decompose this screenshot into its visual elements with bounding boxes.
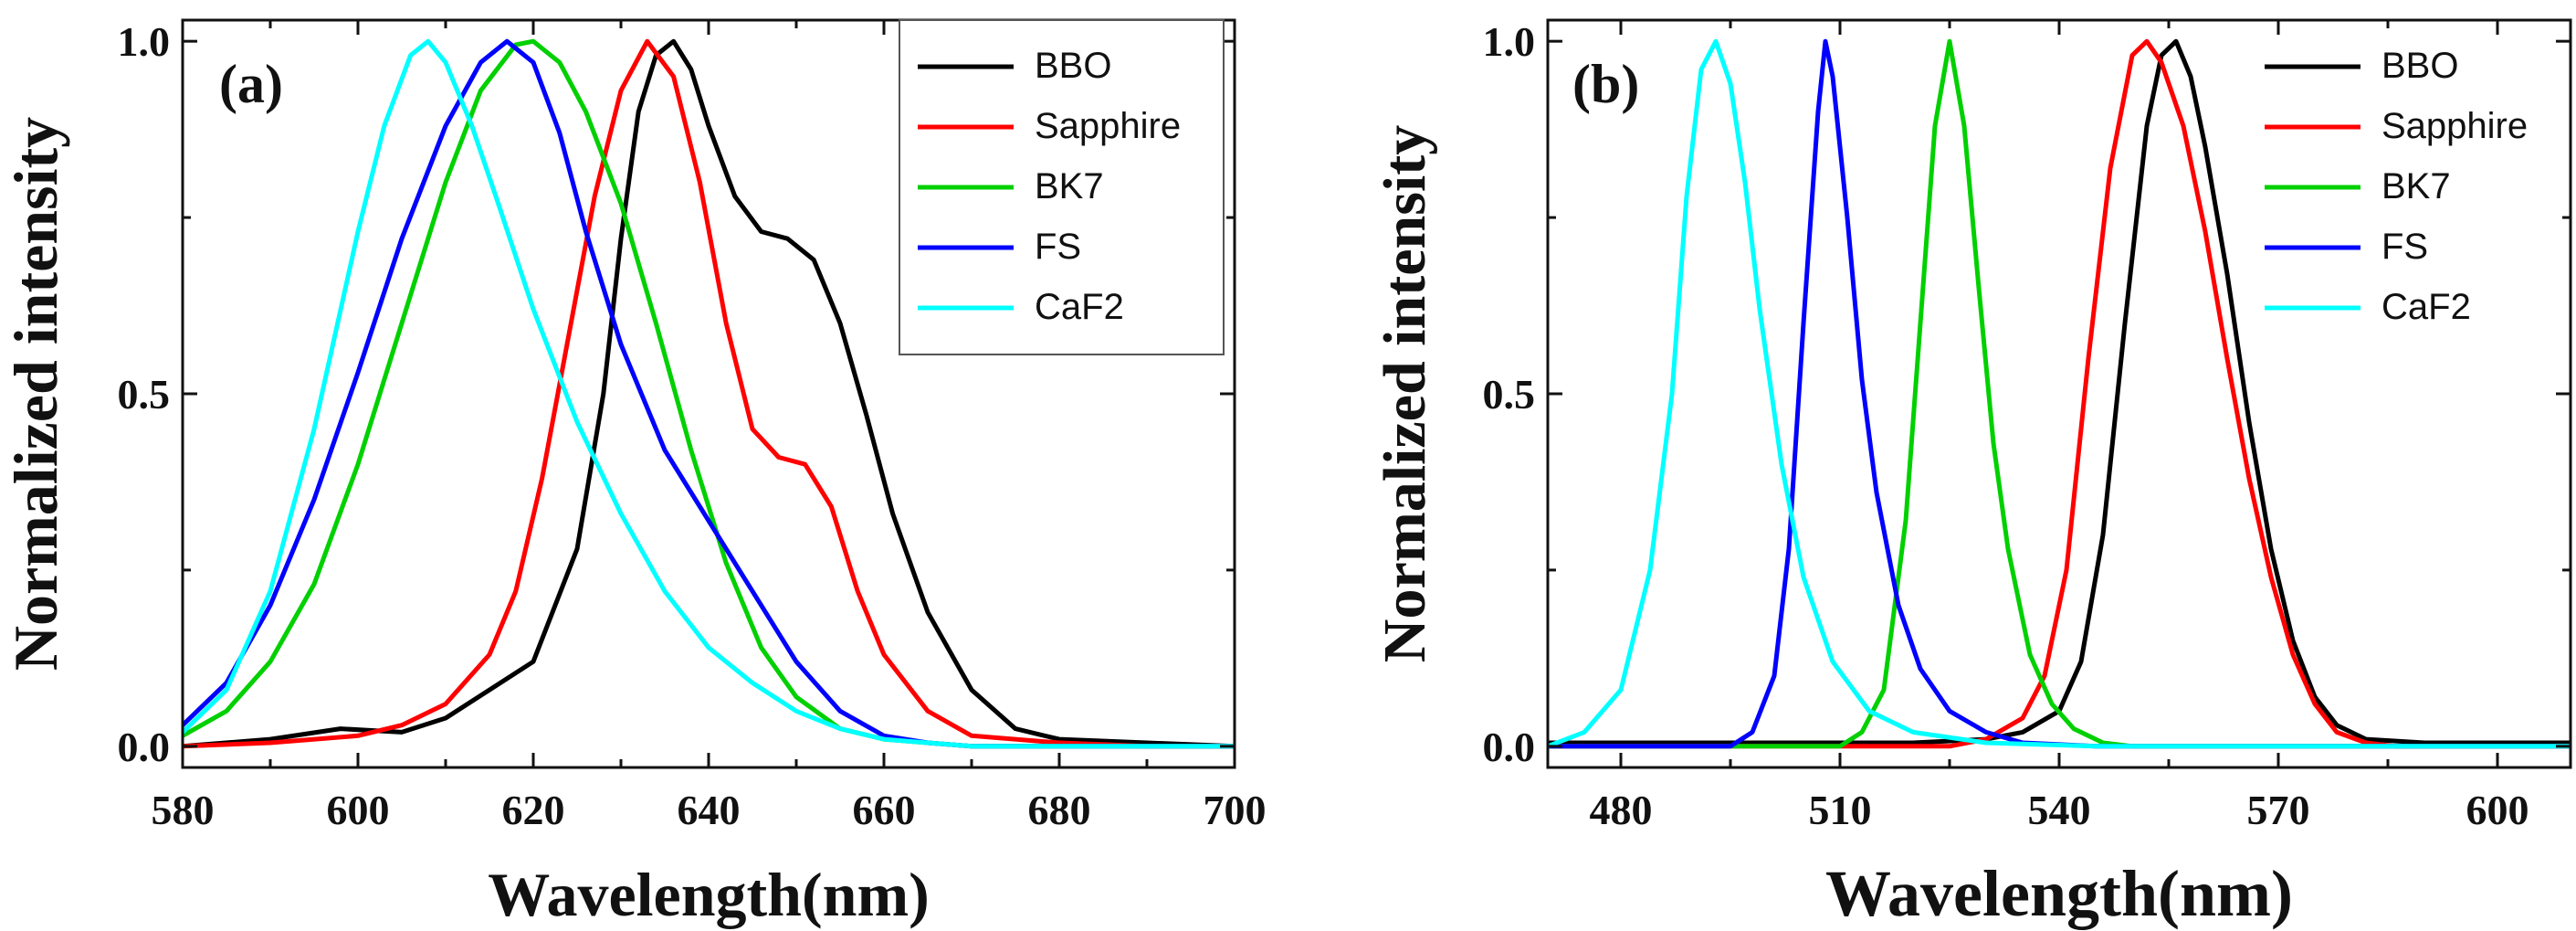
x-tick-label: 700 <box>1204 787 1267 833</box>
x-axis-title: Wavelength(nm) <box>488 860 930 929</box>
series-line-bk7 <box>1548 38 2571 749</box>
x-tick-label: 640 <box>678 787 741 833</box>
panel-b-chart: 480 510 540 570 600 0.0 0.5 1.0 Wavelength(nm) No… <box>1372 18 2572 930</box>
y-axis-title: Normalized intensity <box>1 117 70 671</box>
series-line-fs <box>1548 38 2571 749</box>
x-tick-label: 480 <box>1590 787 1653 833</box>
legend-label-bbo: BBO <box>2381 46 2458 86</box>
y-axis-title: Normalized intensity <box>1372 125 1438 662</box>
x-tick-label: 580 <box>152 787 215 833</box>
x-tick-label: 510 <box>1809 787 1872 833</box>
legend-label-caf2: CaF2 <box>2381 287 2471 327</box>
series-line-caf2 <box>1548 38 2571 749</box>
legend: BBO Sapphire BK7 FS CaF2 <box>899 19 1225 355</box>
legend-label-fs: FS <box>1035 227 1081 267</box>
x-tick-label: 680 <box>1028 787 1091 833</box>
legend-label-caf2: CaF2 <box>1035 287 1124 327</box>
legend-label-bk7: BK7 <box>1035 166 1104 206</box>
legend-label-fs: FS <box>2381 227 2428 267</box>
x-tick-label: 570 <box>2247 787 2310 833</box>
legend-label-bbo: BBO <box>1035 46 1111 86</box>
x-tick-label: 660 <box>853 787 916 833</box>
series-line-bbo <box>183 38 1235 749</box>
panel-a-chart: 580 600 620 640 660 680 700 0.0 0.5 1.0 Wavelength… <box>1 18 1267 929</box>
y-tick-label: 0.0 <box>1483 724 1536 770</box>
legend-label-bk7: BK7 <box>2381 166 2451 206</box>
x-axis-title: Wavelength(nm) <box>1825 857 2293 930</box>
x-tick-label: 600 <box>2466 787 2529 833</box>
x-tick-label: 540 <box>2028 787 2091 833</box>
series-line-sapphire <box>183 38 1235 749</box>
legend-label-sapphire: Sapphire <box>2381 106 2528 146</box>
y-tick-label: 0.5 <box>118 371 171 418</box>
y-tick-label: 1.0 <box>118 18 171 65</box>
y-tick-label: 1.0 <box>1483 18 1536 65</box>
x-tick-label: 620 <box>502 787 565 833</box>
series-line-caf2 <box>183 38 1235 749</box>
series-line-sapphire <box>1548 38 2571 749</box>
x-tick-label: 600 <box>327 787 390 833</box>
series-line-bbo <box>1548 38 2571 746</box>
panel-label: (a) <box>219 54 283 114</box>
panel-label: (b) <box>1572 54 1639 114</box>
y-tick-label: 0.0 <box>118 724 171 770</box>
legend-label-sapphire: Sapphire <box>1035 106 1181 146</box>
y-tick-label: 0.5 <box>1483 371 1536 418</box>
legend: BBO Sapphire BK7 FS CaF2 <box>2265 46 2528 327</box>
